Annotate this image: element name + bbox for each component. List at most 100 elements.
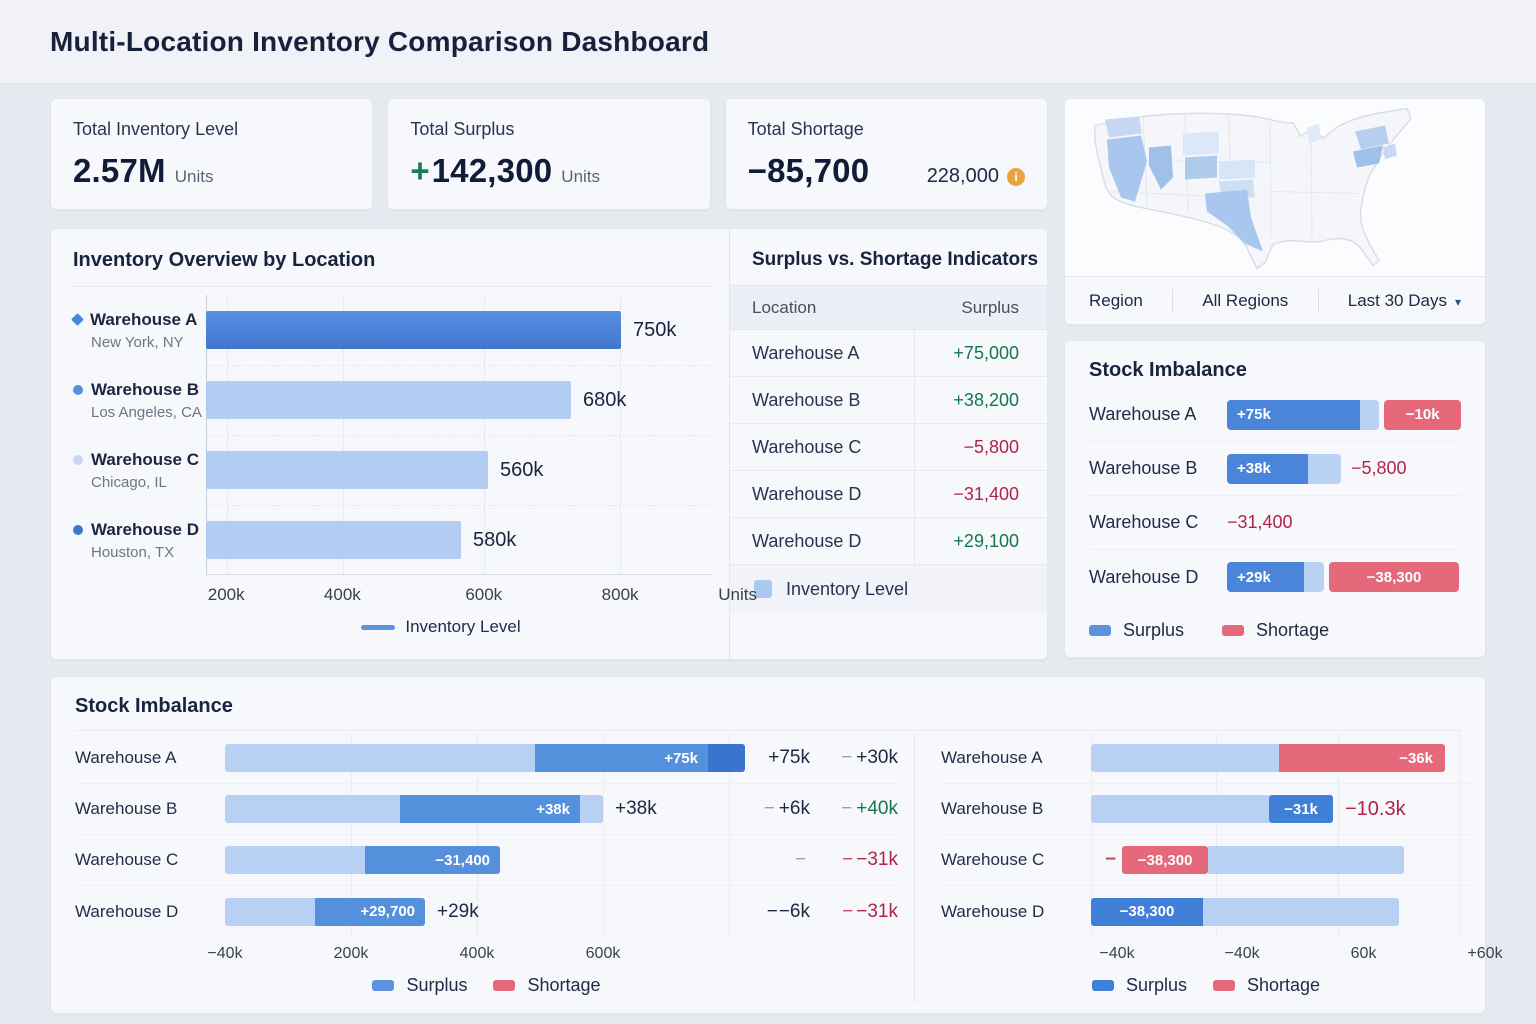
kpi-label: Total Shortage (747, 119, 864, 139)
cell-location: Warehouse D (752, 483, 862, 504)
shortage-swatch (1212, 979, 1235, 991)
after-bar-value: −10.3k (1345, 797, 1406, 820)
chart-legend: Inventory Level (153, 617, 729, 637)
region-filter-label[interactable]: Region (1089, 290, 1143, 310)
surplus-swatch (372, 979, 395, 991)
cell-location: Warehouse D (752, 530, 862, 551)
legend-label: Surplus (406, 974, 468, 995)
value-col1: −6k (778, 900, 810, 922)
surplus-chip: −31k (1269, 795, 1333, 823)
shortage-value: −5,800 (1351, 458, 1407, 478)
circle-marker-icon (73, 454, 83, 465)
kpi-unit: Units (174, 167, 214, 186)
surplus-light-segment (225, 744, 535, 772)
x-axis: 200k 400k 600k 800k Units (206, 579, 757, 607)
surplus-light-segment (225, 846, 365, 874)
table-header-row: Location Surplus (730, 286, 1047, 330)
shortage-swatch (1222, 625, 1245, 636)
chart-grid (225, 733, 750, 937)
us-map-svg (1093, 107, 1412, 270)
legend-square-swatch (754, 580, 772, 598)
table-row: Warehouse A +75,000 (730, 330, 1047, 377)
dash: − (766, 900, 778, 922)
panel-legend: Surplus Shortage (1089, 620, 1461, 641)
surplus-bar: −38,300 (1091, 897, 1203, 926)
bar-value: +75k (664, 749, 698, 767)
bar-value: 680k (583, 388, 627, 411)
warehouse-city: New York, NY (91, 333, 184, 351)
chevron-down-icon: ▾ (1454, 294, 1462, 309)
surplus-swatch (1089, 625, 1111, 636)
warning-icon[interactable]: i (1006, 167, 1025, 186)
bar-value: −31,400 (435, 851, 490, 869)
table-legend: Inventory Level (730, 565, 1047, 613)
axis-tick: 600k (465, 585, 503, 604)
bar-value: −31k (1284, 800, 1318, 818)
bar-value: −36k (1399, 749, 1433, 767)
bar-row-warehouse-c: Warehouse C − −38,300 (941, 835, 1471, 886)
app-header: Multi-Location Inventory Comparison Dash… (0, 0, 1536, 84)
surplus-light-segment (1308, 453, 1341, 484)
kpi-plus-sign: + (410, 152, 430, 189)
surplus-value: +29k (1237, 568, 1271, 586)
bar-row-warehouse-d: Warehouse D −38,300 (941, 886, 1471, 937)
warehouse-name: Warehouse D (91, 519, 200, 539)
bar-value: 580k (473, 528, 517, 551)
chart-row-warehouse-b: Warehouse B Los Angeles, CA 680k (73, 365, 729, 435)
region-filter-value[interactable]: All Regions (1202, 290, 1289, 310)
legend-label: Shortage (527, 974, 601, 995)
surplus-bar: +29k (1227, 562, 1307, 592)
dash: − (841, 747, 853, 768)
cell-surplus: +38,200 (913, 377, 1047, 423)
shortage-value: −10k (1405, 406, 1440, 423)
column-header-location[interactable]: Location (752, 297, 817, 317)
axis-tick: 200k (333, 945, 369, 962)
axis-tick: 800k (601, 585, 639, 604)
kpi-value: 142,300 (431, 152, 553, 189)
bar-row-warehouse-b: Warehouse B +38k +38k − +6k − +40k (75, 784, 898, 835)
surplus-light-segment (225, 795, 400, 823)
table-row: Warehouse C −5,800 (730, 424, 1047, 471)
bar-row-warehouse-b: Warehouse B −31k −10.3k (941, 784, 1471, 835)
value-col1: +6k (778, 798, 810, 819)
chart-row-warehouse-d: Warehouse D Houston, TX 580k (73, 505, 729, 575)
surplus-bar: +29,700 (315, 897, 425, 926)
circle-marker-icon (73, 384, 83, 395)
value-col2: +30k (856, 747, 898, 768)
inventory-bar (206, 521, 461, 559)
axis-tick: 600k (585, 945, 621, 962)
us-map[interactable] (1065, 99, 1485, 276)
warehouse-city: Houston, TX (91, 543, 175, 561)
table-row: Warehouse D −31,400 (730, 471, 1047, 518)
time-range-dropdown[interactable]: Last 30 Days ▾ (1348, 291, 1461, 311)
axis-tick: 60k (1350, 945, 1377, 962)
axis-tick: −40k (1099, 945, 1135, 962)
surplus-light-segment (1091, 795, 1269, 823)
surplus-light-segment (1304, 562, 1324, 592)
dash: − (841, 798, 853, 819)
imbalance-chart-left: Warehouse A +75k +75k − +30k (75, 733, 915, 1003)
value-col2: −31k (856, 900, 898, 922)
warehouse-name: Warehouse A (90, 309, 198, 329)
value-col2: +40k (856, 798, 898, 819)
divider (1317, 288, 1319, 313)
surplus-value: +75k (1237, 406, 1271, 423)
kpi-row: Total Inventory Level 2.57M Units Total … (50, 98, 1048, 210)
warehouse-name: Warehouse B (1089, 458, 1198, 478)
diamond-marker-icon (71, 313, 84, 326)
axis-tick: +60k (1467, 945, 1503, 962)
chart-grid (1091, 733, 1460, 937)
imbalance-row-warehouse-c: Warehouse C −31,400 (1089, 496, 1461, 550)
legend-line-swatch (361, 624, 396, 630)
shortage-swatch (493, 979, 516, 991)
stock-imbalance-panel: Stock Imbalance Warehouse A +75k −10k (1064, 340, 1486, 658)
bar-row-warehouse-a: Warehouse A −36k (941, 733, 1471, 784)
cell-surplus: +75,000 (913, 330, 1047, 376)
column-header-surplus[interactable]: Surplus (961, 297, 1019, 317)
dash: − (842, 900, 854, 922)
legend-label: Surplus (1125, 974, 1187, 995)
table-row: Warehouse D +29,100 (730, 518, 1047, 565)
surplus-light-cap (580, 795, 603, 823)
imbalance-row-warehouse-b: Warehouse B +38k −5,800 (1089, 442, 1461, 496)
warehouse-name: Warehouse B (941, 799, 1044, 818)
